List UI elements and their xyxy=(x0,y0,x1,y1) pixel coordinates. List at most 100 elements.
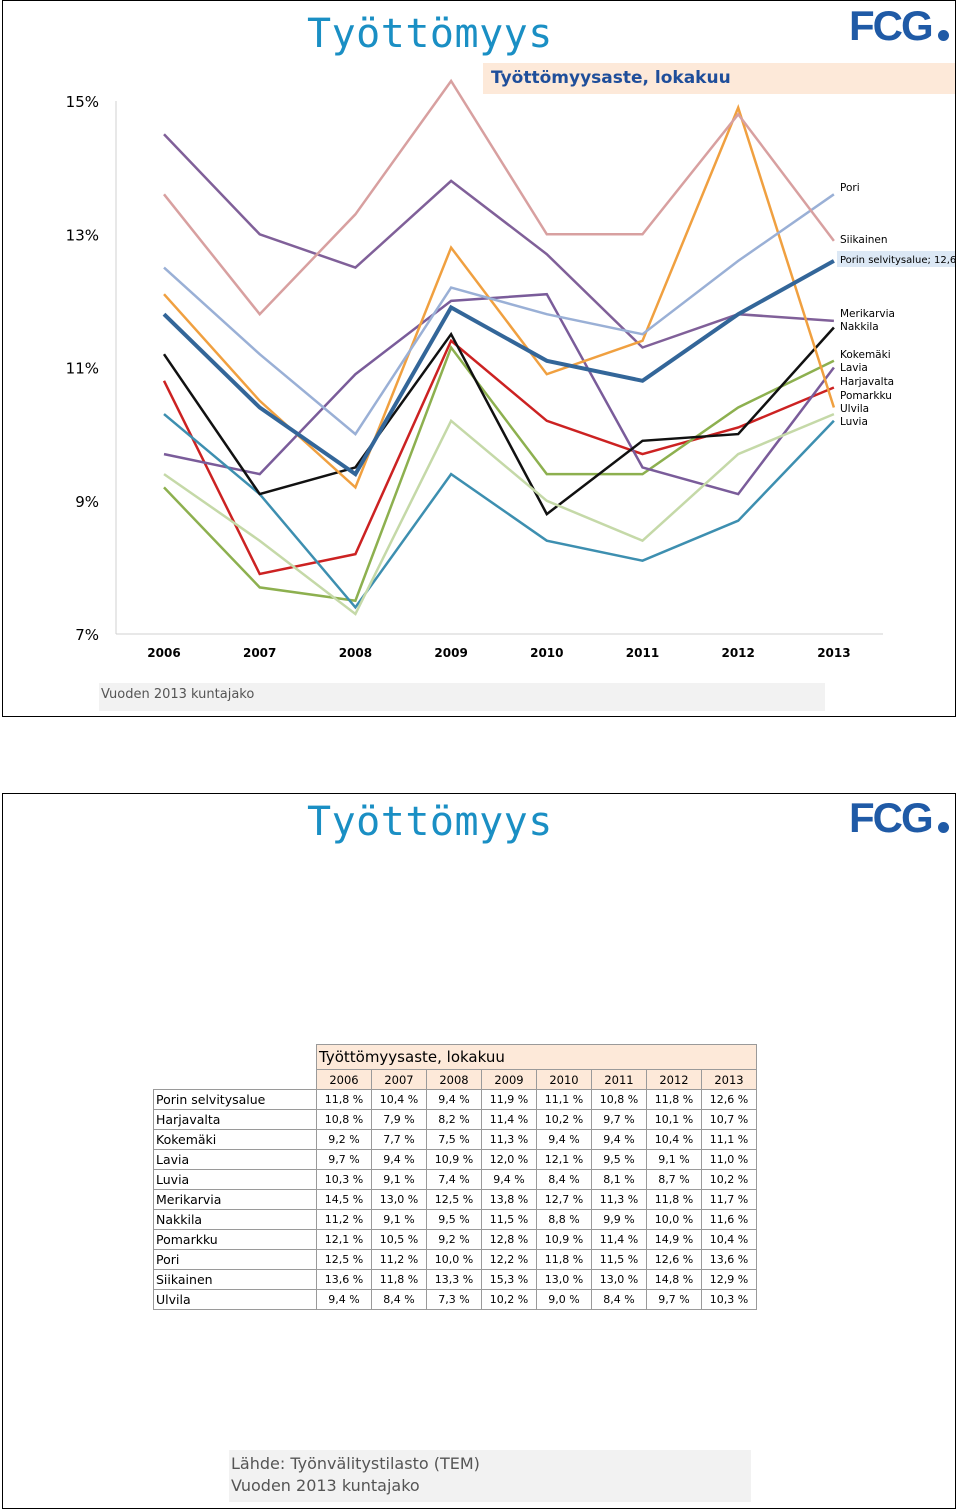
table-cell: 8,7 % xyxy=(646,1169,702,1190)
slide-title: Työttömyys xyxy=(307,11,553,57)
table-cell: 10,2 % xyxy=(481,1289,537,1310)
table-cell: 11,7 % xyxy=(701,1189,757,1210)
row-name: Nakkila xyxy=(153,1209,317,1230)
table-cell: 9,4 % xyxy=(481,1169,537,1190)
fcg-logo: FCG xyxy=(849,2,951,52)
series-line-luvia xyxy=(163,413,835,610)
table-cell: 12,5 % xyxy=(316,1249,372,1270)
x-tick-label: 2009 xyxy=(434,646,467,660)
table-cell: 13,0 % xyxy=(536,1269,592,1290)
table-row: Merikarvia 14,5 % 13,0 % 12,5 % 13,8 % 12,7 %… xyxy=(153,1189,757,1210)
table-cell: 7,3 % xyxy=(426,1289,482,1310)
table-cell: 9,4 % xyxy=(591,1129,647,1150)
table-body: Porin selvitysalue 11,8 % 10,4 % 9,4 % 11,9 … xyxy=(153,1089,757,1310)
logo-dot-icon xyxy=(938,30,949,41)
table-corner xyxy=(154,1045,317,1070)
table-cell: 9,7 % xyxy=(316,1149,372,1170)
table-cell: 11,2 % xyxy=(371,1249,427,1270)
table-cell: 8,4 % xyxy=(536,1169,592,1190)
table-cell: 9,5 % xyxy=(426,1209,482,1230)
row-name: Harjavalta xyxy=(153,1109,317,1130)
table-cell: 11,5 % xyxy=(481,1209,537,1230)
table-row: Pori 12,5 % 11,2 % 10,0 % 12,2 % 11,8 % 11,5 %… xyxy=(153,1249,757,1270)
table-cell: 10,3 % xyxy=(701,1289,757,1310)
table-title: Työttömyysaste, lokakuu xyxy=(316,1044,757,1070)
table-row: Pomarkku 12,1 % 10,5 % 9,2 % 12,8 % 10,9 % 11,… xyxy=(153,1229,757,1250)
table-cell: 9,7 % xyxy=(646,1289,702,1310)
table-cell: 8,4 % xyxy=(371,1289,427,1310)
table-corner xyxy=(154,1070,317,1090)
table-cell: 11,8 % xyxy=(316,1089,372,1110)
series-line-siikainen xyxy=(163,78,835,317)
table-cell: 10,2 % xyxy=(536,1109,592,1130)
table-cell: 12,6 % xyxy=(701,1089,757,1110)
table-cell: 11,8 % xyxy=(646,1189,702,1210)
line-chart: 7% 9% 11% 13% 15% 2006 2007 2008 2009 2010 2011 201… xyxy=(66,78,955,660)
table-cell: 11,0 % xyxy=(701,1149,757,1170)
table-cell: 14,8 % xyxy=(646,1269,702,1290)
table-cell: 13,6 % xyxy=(316,1269,372,1290)
table-cell: 10,8 % xyxy=(591,1089,647,1110)
table-cell: 11,5 % xyxy=(591,1249,647,1270)
year-header: 2010 xyxy=(536,1069,592,1090)
table-cell: 13,3 % xyxy=(426,1269,482,1290)
end-label: Porin selvitysalue; 12,6 % xyxy=(840,255,955,266)
x-tick-label: 2011 xyxy=(626,646,659,660)
table-cell: 12,5 % xyxy=(426,1189,482,1210)
series-line-lavia xyxy=(163,292,835,496)
y-tick-label: 15% xyxy=(66,93,99,111)
table-cell: 12,9 % xyxy=(701,1269,757,1290)
row-name: Merikarvia xyxy=(153,1189,317,1210)
table-cell: 12,1 % xyxy=(536,1149,592,1170)
table-cell: 8,2 % xyxy=(426,1109,482,1130)
table-cell: 10,5 % xyxy=(371,1229,427,1250)
table-cell: 12,0 % xyxy=(481,1149,537,1170)
y-tick-label: 7% xyxy=(75,626,99,644)
chart-heading: Työttömyysaste, lokakuu xyxy=(483,63,955,94)
table-cell: 10,2 % xyxy=(701,1169,757,1190)
table-cell: 9,2 % xyxy=(426,1229,482,1250)
table-row: Siikainen 13,6 % 11,8 % 13,3 % 15,3 % 13,0 % 1… xyxy=(153,1269,757,1290)
table-cell: 11,8 % xyxy=(646,1089,702,1110)
row-name: Porin selvitysalue xyxy=(153,1089,317,1110)
series-line-pori xyxy=(163,193,835,436)
logo-text: FCG xyxy=(849,2,934,49)
table-cell: 10,0 % xyxy=(426,1249,482,1270)
year-header: 2007 xyxy=(371,1069,427,1090)
table-cell: 11,8 % xyxy=(536,1249,592,1270)
y-tick-label: 9% xyxy=(75,493,99,511)
row-name: Pori xyxy=(153,1249,317,1270)
chart-slide: Työttömyys FCG Työttömyysaste, lokakuu 7… xyxy=(2,0,956,717)
table-cell: 10,4 % xyxy=(371,1089,427,1110)
table-cell: 11,3 % xyxy=(481,1129,537,1150)
x-tick-label: 2012 xyxy=(721,646,754,660)
table-cell: 10,4 % xyxy=(701,1229,757,1250)
division-line: Vuoden 2013 kuntajako xyxy=(231,1476,420,1495)
logo-dot-icon xyxy=(938,822,949,833)
end-label: Nakkila xyxy=(840,321,879,333)
table-cell: 11,1 % xyxy=(701,1129,757,1150)
table-cell: 12,1 % xyxy=(316,1229,372,1250)
table-cell: 13,6 % xyxy=(701,1249,757,1270)
table-cell: 11,6 % xyxy=(701,1209,757,1230)
end-label: Luvia xyxy=(840,416,868,428)
series-line-nakkila xyxy=(162,326,835,516)
table-cell: 10,8 % xyxy=(316,1109,372,1130)
series-line-merikarvia xyxy=(163,133,834,349)
x-tick-label: 2013 xyxy=(817,646,850,660)
table-cell: 9,0 % xyxy=(536,1289,592,1310)
x-tick-label: 2007 xyxy=(243,646,276,660)
table-row: Nakkila 11,2 % 9,1 % 9,5 % 11,5 % 8,8 % 9,9 % 1… xyxy=(153,1209,757,1230)
table-row: Ulvila 9,4 % 8,4 % 7,3 % 10,2 % 9,0 % 8,4 % 9,7… xyxy=(153,1289,757,1310)
table-cell: 13,0 % xyxy=(591,1269,647,1290)
table-cell: 13,8 % xyxy=(481,1189,537,1210)
table-cell: 9,7 % xyxy=(591,1109,647,1130)
table-cell: 11,3 % xyxy=(591,1189,647,1210)
row-name: Luvia xyxy=(153,1169,317,1190)
end-label: Pomarkku xyxy=(840,390,892,402)
series-line-ulvila xyxy=(163,412,835,616)
table-cell: 12,2 % xyxy=(481,1249,537,1270)
slide-title: Työttömyys xyxy=(307,799,553,845)
table-cell: 10,1 % xyxy=(646,1109,702,1130)
table-cell: 7,4 % xyxy=(426,1169,482,1190)
